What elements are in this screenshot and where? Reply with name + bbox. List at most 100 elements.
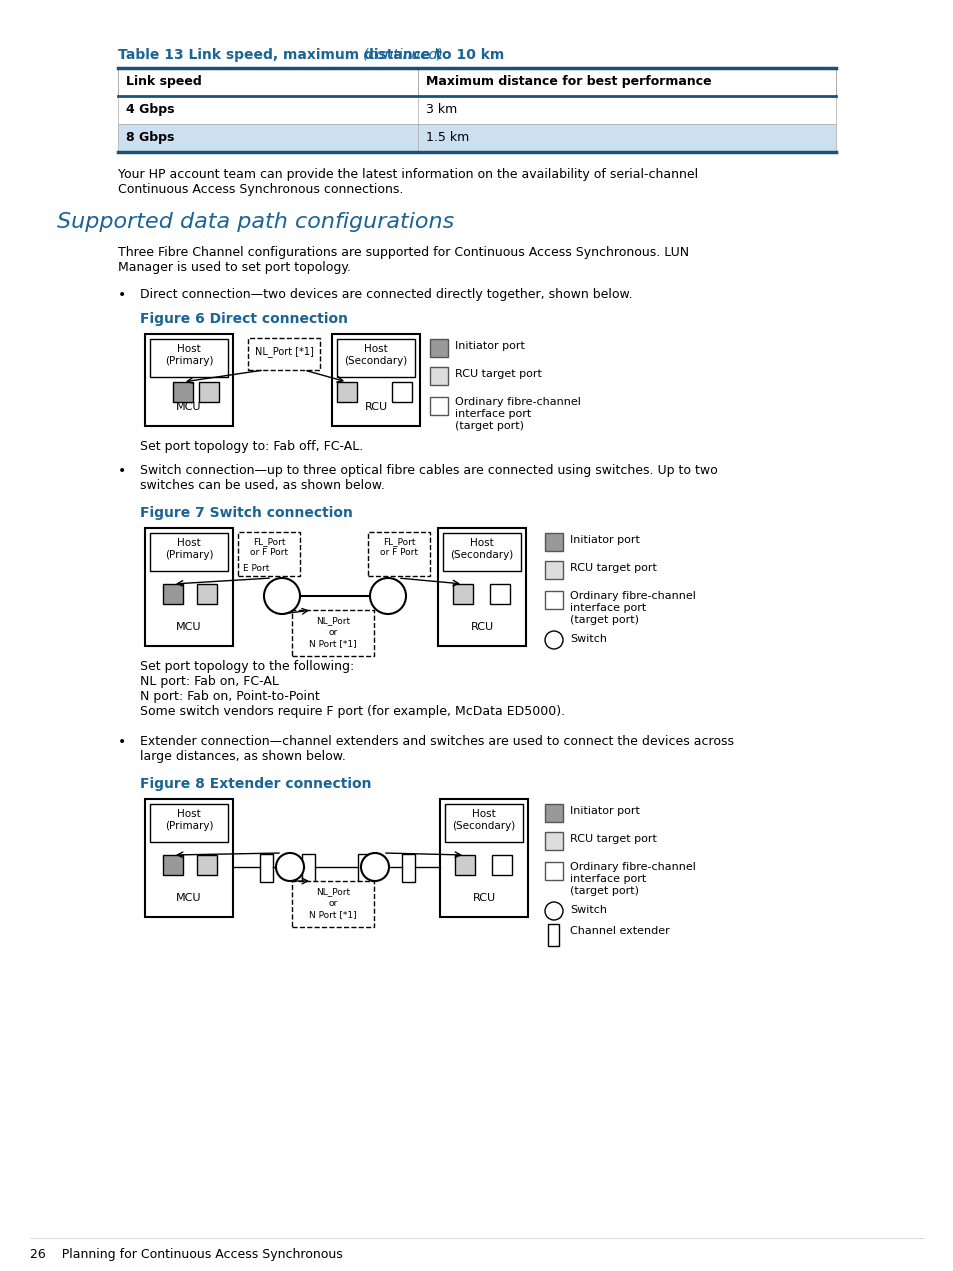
Bar <box>118 69 835 97</box>
Bar <box>332 334 419 426</box>
Text: RCU target port: RCU target port <box>569 563 657 573</box>
Text: Ordinary fibre-channel: Ordinary fibre-channel <box>455 397 580 407</box>
Text: or: or <box>328 899 337 907</box>
Text: or F Port: or F Port <box>250 548 288 557</box>
Bar <box>544 862 562 880</box>
Bar <box>199 383 219 402</box>
Bar <box>118 97 835 125</box>
Text: Host: Host <box>472 810 496 819</box>
Text: MCU: MCU <box>176 894 201 902</box>
Text: interface port: interface port <box>569 602 645 613</box>
Bar <box>442 533 520 571</box>
Text: Switch: Switch <box>569 905 606 915</box>
Text: RCU target port: RCU target port <box>455 369 541 379</box>
Text: Channel extender: Channel extender <box>569 927 669 935</box>
Text: 8 Gbps: 8 Gbps <box>126 131 174 144</box>
Bar <box>145 334 233 426</box>
Bar <box>544 561 562 580</box>
Text: (Primary): (Primary) <box>165 356 213 366</box>
Circle shape <box>275 853 304 881</box>
Text: Ordinary fibre-channel: Ordinary fibre-channel <box>569 591 695 601</box>
Text: Set port topology to the following:: Set port topology to the following: <box>140 660 354 674</box>
Text: N Port [*1]: N Port [*1] <box>309 910 356 919</box>
Bar <box>150 805 228 841</box>
Bar <box>302 854 314 882</box>
Bar <box>544 805 562 822</box>
Text: RCU: RCU <box>364 402 387 412</box>
Text: (Secondary): (Secondary) <box>344 356 407 366</box>
Bar <box>237 533 299 576</box>
Text: Direct connection—two devices are connected directly together, shown below.: Direct connection—two devices are connec… <box>140 289 632 301</box>
Bar <box>145 799 233 916</box>
Bar <box>248 338 319 370</box>
Circle shape <box>360 853 389 881</box>
Bar <box>368 533 430 576</box>
Text: large distances, as shown below.: large distances, as shown below. <box>140 750 346 763</box>
Bar <box>336 339 415 377</box>
Text: 26    Planning for Continuous Access Synchronous: 26 Planning for Continuous Access Synchr… <box>30 1248 342 1261</box>
Text: Initiator port: Initiator port <box>455 341 524 351</box>
Text: N Port [*1]: N Port [*1] <box>309 639 356 648</box>
Text: Host: Host <box>177 538 201 548</box>
Text: Three Fibre Channel configurations are supported for Continuous Access Synchrono: Three Fibre Channel configurations are s… <box>118 247 688 259</box>
Text: (Secondary): (Secondary) <box>450 550 513 561</box>
Bar <box>357 854 371 882</box>
Text: or F Port: or F Port <box>379 548 417 557</box>
Bar <box>547 924 558 946</box>
Text: •: • <box>118 289 126 302</box>
Text: RCU: RCU <box>470 622 493 632</box>
Bar <box>430 397 448 416</box>
Circle shape <box>264 578 299 614</box>
Bar <box>401 854 415 882</box>
Circle shape <box>544 902 562 920</box>
Text: Set port topology to: Fab off, FC-AL.: Set port topology to: Fab off, FC-AL. <box>140 440 363 452</box>
Text: Table 13 Link speed, maximum distance to 10 km: Table 13 Link speed, maximum distance to… <box>118 48 509 62</box>
Text: (Primary): (Primary) <box>165 550 213 561</box>
Text: Initiator port: Initiator port <box>569 535 639 545</box>
Text: Figure 6 Direct connection: Figure 6 Direct connection <box>140 311 348 325</box>
Text: FL_Port: FL_Port <box>382 538 415 547</box>
Text: Host: Host <box>470 538 494 548</box>
Bar <box>196 855 216 874</box>
Bar <box>163 583 183 604</box>
Bar <box>492 855 512 874</box>
Text: Host: Host <box>177 344 201 355</box>
Text: RCU target port: RCU target port <box>569 834 657 844</box>
Text: NL port: Fab on, FC-AL: NL port: Fab on, FC-AL <box>140 675 278 688</box>
Text: •: • <box>118 464 126 478</box>
Text: interface port: interface port <box>455 409 531 419</box>
Bar <box>150 533 228 571</box>
Text: FL_Port: FL_Port <box>253 538 285 547</box>
Text: Ordinary fibre-channel: Ordinary fibre-channel <box>569 862 695 872</box>
Bar <box>544 533 562 552</box>
Text: Extender connection—channel extenders and switches are used to connect the devic: Extender connection—channel extenders an… <box>140 735 733 749</box>
Text: interface port: interface port <box>569 874 645 885</box>
Bar <box>145 527 233 646</box>
Text: Switch connection—up to three optical fibre cables are connected using switches.: Switch connection—up to three optical fi… <box>140 464 717 477</box>
Text: Switch: Switch <box>569 634 606 644</box>
Text: (target port): (target port) <box>455 421 523 431</box>
Text: (target port): (target port) <box>569 615 639 625</box>
Text: NL_Port: NL_Port <box>315 887 350 896</box>
Bar <box>544 833 562 850</box>
Text: (target port): (target port) <box>569 886 639 896</box>
Bar <box>336 383 356 402</box>
Text: (Primary): (Primary) <box>165 821 213 831</box>
Bar <box>453 583 473 604</box>
Text: Host: Host <box>177 810 201 819</box>
Text: NL_Port [*1]: NL_Port [*1] <box>254 346 314 357</box>
Bar <box>490 583 510 604</box>
Text: 1.5 km: 1.5 km <box>426 131 469 144</box>
Bar <box>292 610 374 656</box>
Bar <box>444 805 522 841</box>
Text: Figure 7 Switch connection: Figure 7 Switch connection <box>140 506 353 520</box>
Circle shape <box>544 630 562 649</box>
Text: Maximum distance for best performance: Maximum distance for best performance <box>426 75 711 88</box>
Text: or: or <box>328 628 337 637</box>
Bar <box>150 339 228 377</box>
Circle shape <box>370 578 406 614</box>
Text: •: • <box>118 735 126 749</box>
Text: Your HP account team can provide the latest information on the availability of s: Your HP account team can provide the lat… <box>118 168 698 180</box>
Text: (continued): (continued) <box>118 48 442 62</box>
Text: E Port: E Port <box>243 564 269 573</box>
